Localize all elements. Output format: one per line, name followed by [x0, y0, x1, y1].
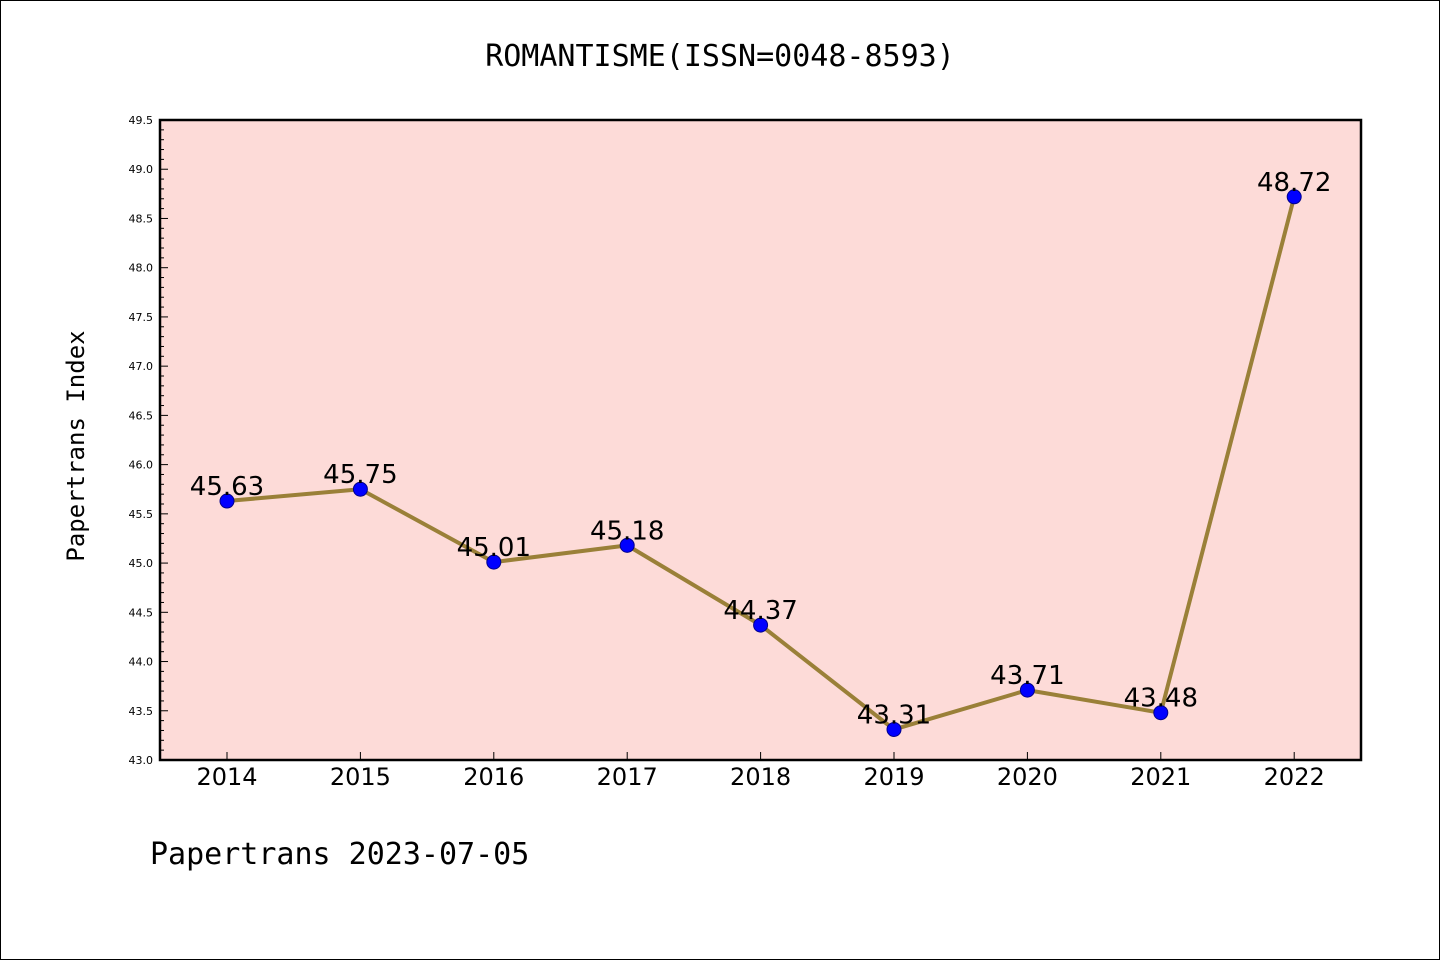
data-point-2018	[753, 617, 769, 633]
data-point-2016	[486, 554, 502, 570]
markers-group	[219, 189, 1302, 737]
data-point-2020	[1019, 682, 1035, 698]
y-tick-label: 47.5	[129, 311, 154, 324]
footer-date: Papertrans 2023-07-05	[150, 837, 529, 872]
data-point-2014	[219, 493, 235, 509]
y-tick-label: 47.0	[129, 360, 154, 373]
x-tick-label: 2015	[330, 763, 391, 791]
x-tick-label: 2022	[1264, 763, 1325, 791]
x-tick-label: 2017	[597, 763, 658, 791]
data-label-2021: 43.48	[1124, 684, 1198, 714]
y-axis: 43.0 43.5 44.0 44.5 45.0 45.5 46.0 46.5 47.0 47.5…	[129, 114, 168, 767]
y-tick-label: 43.0	[129, 754, 154, 767]
data-label-2020: 43.71	[990, 661, 1064, 691]
data-point-2022	[1286, 189, 1302, 205]
plot-border	[158, 118, 1363, 762]
data-label-2016: 45.01	[457, 533, 531, 563]
x-axis: 2014 2015 2016 2017 2018 2019 2020 2021 2022	[196, 752, 1325, 791]
data-label-2014: 45.63	[190, 472, 264, 502]
x-tick-label: 2016	[463, 763, 524, 791]
plot-area	[160, 120, 1361, 760]
y-tick-label: 45.0	[129, 557, 154, 570]
chart-title: ROMANTISME(ISSN=0048-8593)	[485, 39, 955, 74]
data-point-2019	[886, 721, 902, 737]
y-axis-label: Papertrans Index	[62, 330, 90, 561]
y-tick-label: 45.5	[129, 508, 154, 521]
y-tick-label: 48.5	[129, 212, 154, 225]
x-tick-label: 2014	[196, 763, 257, 791]
data-point-2015	[352, 481, 368, 497]
data-label-2017: 45.18	[590, 516, 664, 546]
data-label-2022: 48.72	[1257, 168, 1331, 198]
data-labels-group: 45.63 45.75 45.01 45.18 44.37 43.31 43.71 43.48…	[190, 168, 1332, 731]
x-tick-label: 2018	[730, 763, 791, 791]
y-tick-label: 49.5	[129, 114, 154, 127]
y-tick-label: 44.0	[129, 656, 154, 669]
x-tick-label: 2021	[1130, 763, 1191, 791]
x-tick-label: 2020	[997, 763, 1058, 791]
data-label-2018: 44.37	[723, 596, 797, 626]
y-tick-label: 44.5	[129, 606, 154, 619]
y-tick-label: 46.0	[129, 459, 154, 472]
y-tick-label: 48.0	[129, 262, 154, 275]
y-tick-label: 46.5	[129, 409, 154, 422]
y-tick-label: 43.5	[129, 705, 154, 718]
x-tick-label: 2019	[863, 763, 924, 791]
data-point-2017	[619, 537, 635, 553]
data-label-2019: 43.31	[857, 700, 931, 730]
data-point-2021	[1153, 705, 1169, 721]
data-label-2015: 45.75	[323, 460, 397, 490]
y-tick-label: 49.0	[129, 163, 154, 176]
